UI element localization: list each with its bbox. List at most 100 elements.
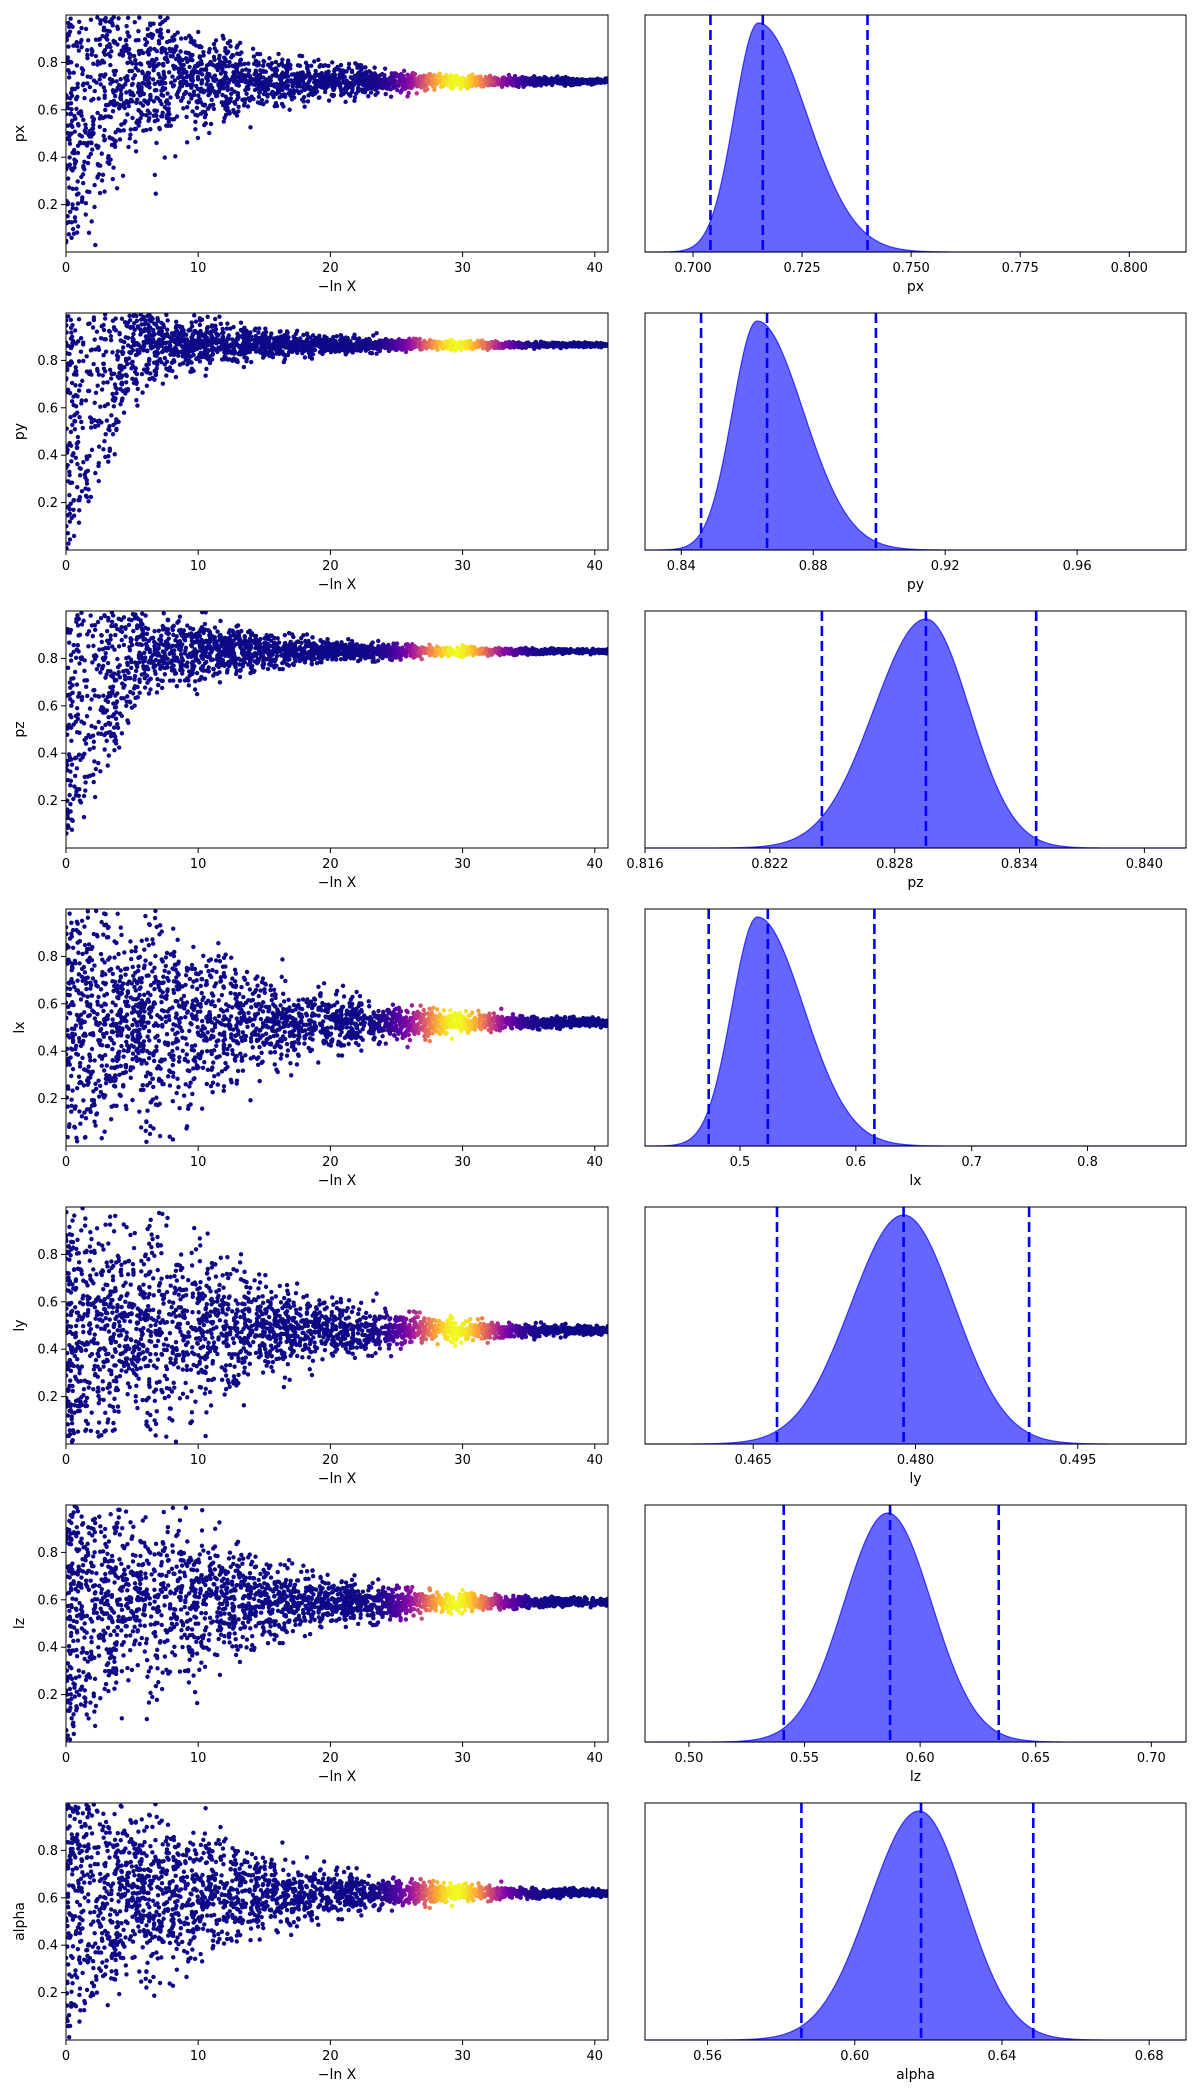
scatter-point [364, 84, 370, 89]
scatter-point [72, 427, 78, 432]
scatter-point [66, 318, 69, 323]
scatter-point [303, 342, 308, 347]
scatter-point [258, 68, 263, 73]
trace-panel-px: 0 10 20 30 400.20.40.60.8−ln Xpx [12, 14, 609, 295]
scatter-point [304, 331, 310, 336]
scatter-point [143, 42, 148, 48]
scatter-point [299, 77, 305, 83]
scatter-point [156, 41, 162, 46]
scatter-point [110, 176, 116, 182]
scatter-point [190, 68, 195, 74]
scatter-point [247, 348, 252, 353]
scatter-point [166, 116, 171, 121]
scatter-point [76, 123, 81, 128]
scatter-point [267, 342, 273, 348]
scatter-point [101, 352, 106, 358]
scatter-point [500, 80, 506, 85]
scatter-point [227, 343, 233, 349]
scatter-point [135, 386, 141, 392]
scatter-point [235, 92, 240, 98]
scatter-point [352, 98, 357, 103]
scatter-point [441, 344, 446, 349]
scatter-point [519, 81, 524, 86]
posterior-xtick-label: 0.700 [674, 261, 711, 276]
scatter-point [145, 348, 150, 354]
scatter-point [525, 340, 531, 345]
scatter-point [343, 345, 348, 351]
scatter-point [79, 25, 84, 31]
scatter-point [217, 314, 222, 319]
scatter-point [92, 424, 98, 430]
scatter-point [496, 343, 502, 349]
scatter-point [144, 383, 150, 388]
scatter-point [240, 68, 245, 73]
scatter-point [328, 343, 333, 349]
scatter-point [474, 79, 479, 84]
posterior-xtick-label: 0.88 [799, 559, 828, 574]
scatter-point [493, 343, 498, 348]
scatter-point [218, 321, 224, 327]
scatter-point [227, 77, 233, 83]
scatter-point [173, 345, 178, 350]
scatter-point [216, 332, 221, 338]
scatter-point [67, 162, 72, 167]
scatter-point [262, 353, 267, 358]
scatter-point [66, 330, 69, 335]
scatter-point [152, 81, 157, 87]
scatter-point [197, 322, 203, 328]
scatter-point [203, 336, 208, 342]
scatter-point [366, 79, 371, 84]
scatter-point [86, 499, 91, 504]
scatter-point [72, 113, 77, 119]
scatter-point [68, 90, 74, 96]
scatter-point [148, 127, 153, 132]
scatter-point [91, 61, 96, 67]
scatter-points [66, 313, 608, 550]
scatter-point [150, 375, 155, 381]
scatter-point [478, 76, 484, 81]
scatter-point [197, 359, 203, 364]
scatter-point [127, 55, 132, 60]
scatter-point [71, 70, 76, 75]
scatter-point [355, 85, 361, 91]
scatter-point [191, 331, 196, 336]
scatter-point [367, 69, 372, 74]
scatter-point [204, 366, 209, 372]
scatter-point [338, 88, 344, 93]
scatter-point [259, 98, 265, 103]
scatter-point [67, 155, 72, 160]
scatter-point [70, 323, 75, 328]
scatter-point [585, 79, 590, 84]
scatter-point [162, 362, 167, 367]
scatter-point [426, 72, 431, 77]
scatter-point [78, 335, 84, 341]
scatter-point [146, 51, 151, 56]
scatter-point [138, 115, 143, 121]
scatter-point [175, 335, 181, 340]
scatter-point [171, 83, 177, 88]
scatter-point [458, 344, 463, 350]
scatter-point [325, 73, 331, 78]
scatter-point [230, 358, 235, 363]
scatter-point [128, 132, 133, 137]
scatter-point [89, 447, 95, 453]
scatter-point [211, 106, 217, 112]
scatter-point [96, 347, 102, 353]
scatter-point [286, 58, 291, 63]
trace-xtick-label: 30 [454, 559, 471, 574]
scatter-point [358, 348, 363, 354]
scatter-point [105, 160, 110, 165]
scatter-point [74, 445, 80, 451]
scatter-point [558, 342, 564, 347]
scatter-point [234, 113, 240, 118]
scatter-point [148, 92, 153, 98]
scatter-point [205, 314, 210, 320]
scatter-point [156, 71, 161, 77]
scatter-point [98, 335, 104, 341]
scatter-point [87, 84, 93, 90]
scatter-point [231, 109, 236, 114]
scatter-point [204, 326, 210, 331]
scatter-point [66, 541, 71, 546]
scatter-point [603, 343, 608, 348]
scatter-point [159, 101, 164, 107]
